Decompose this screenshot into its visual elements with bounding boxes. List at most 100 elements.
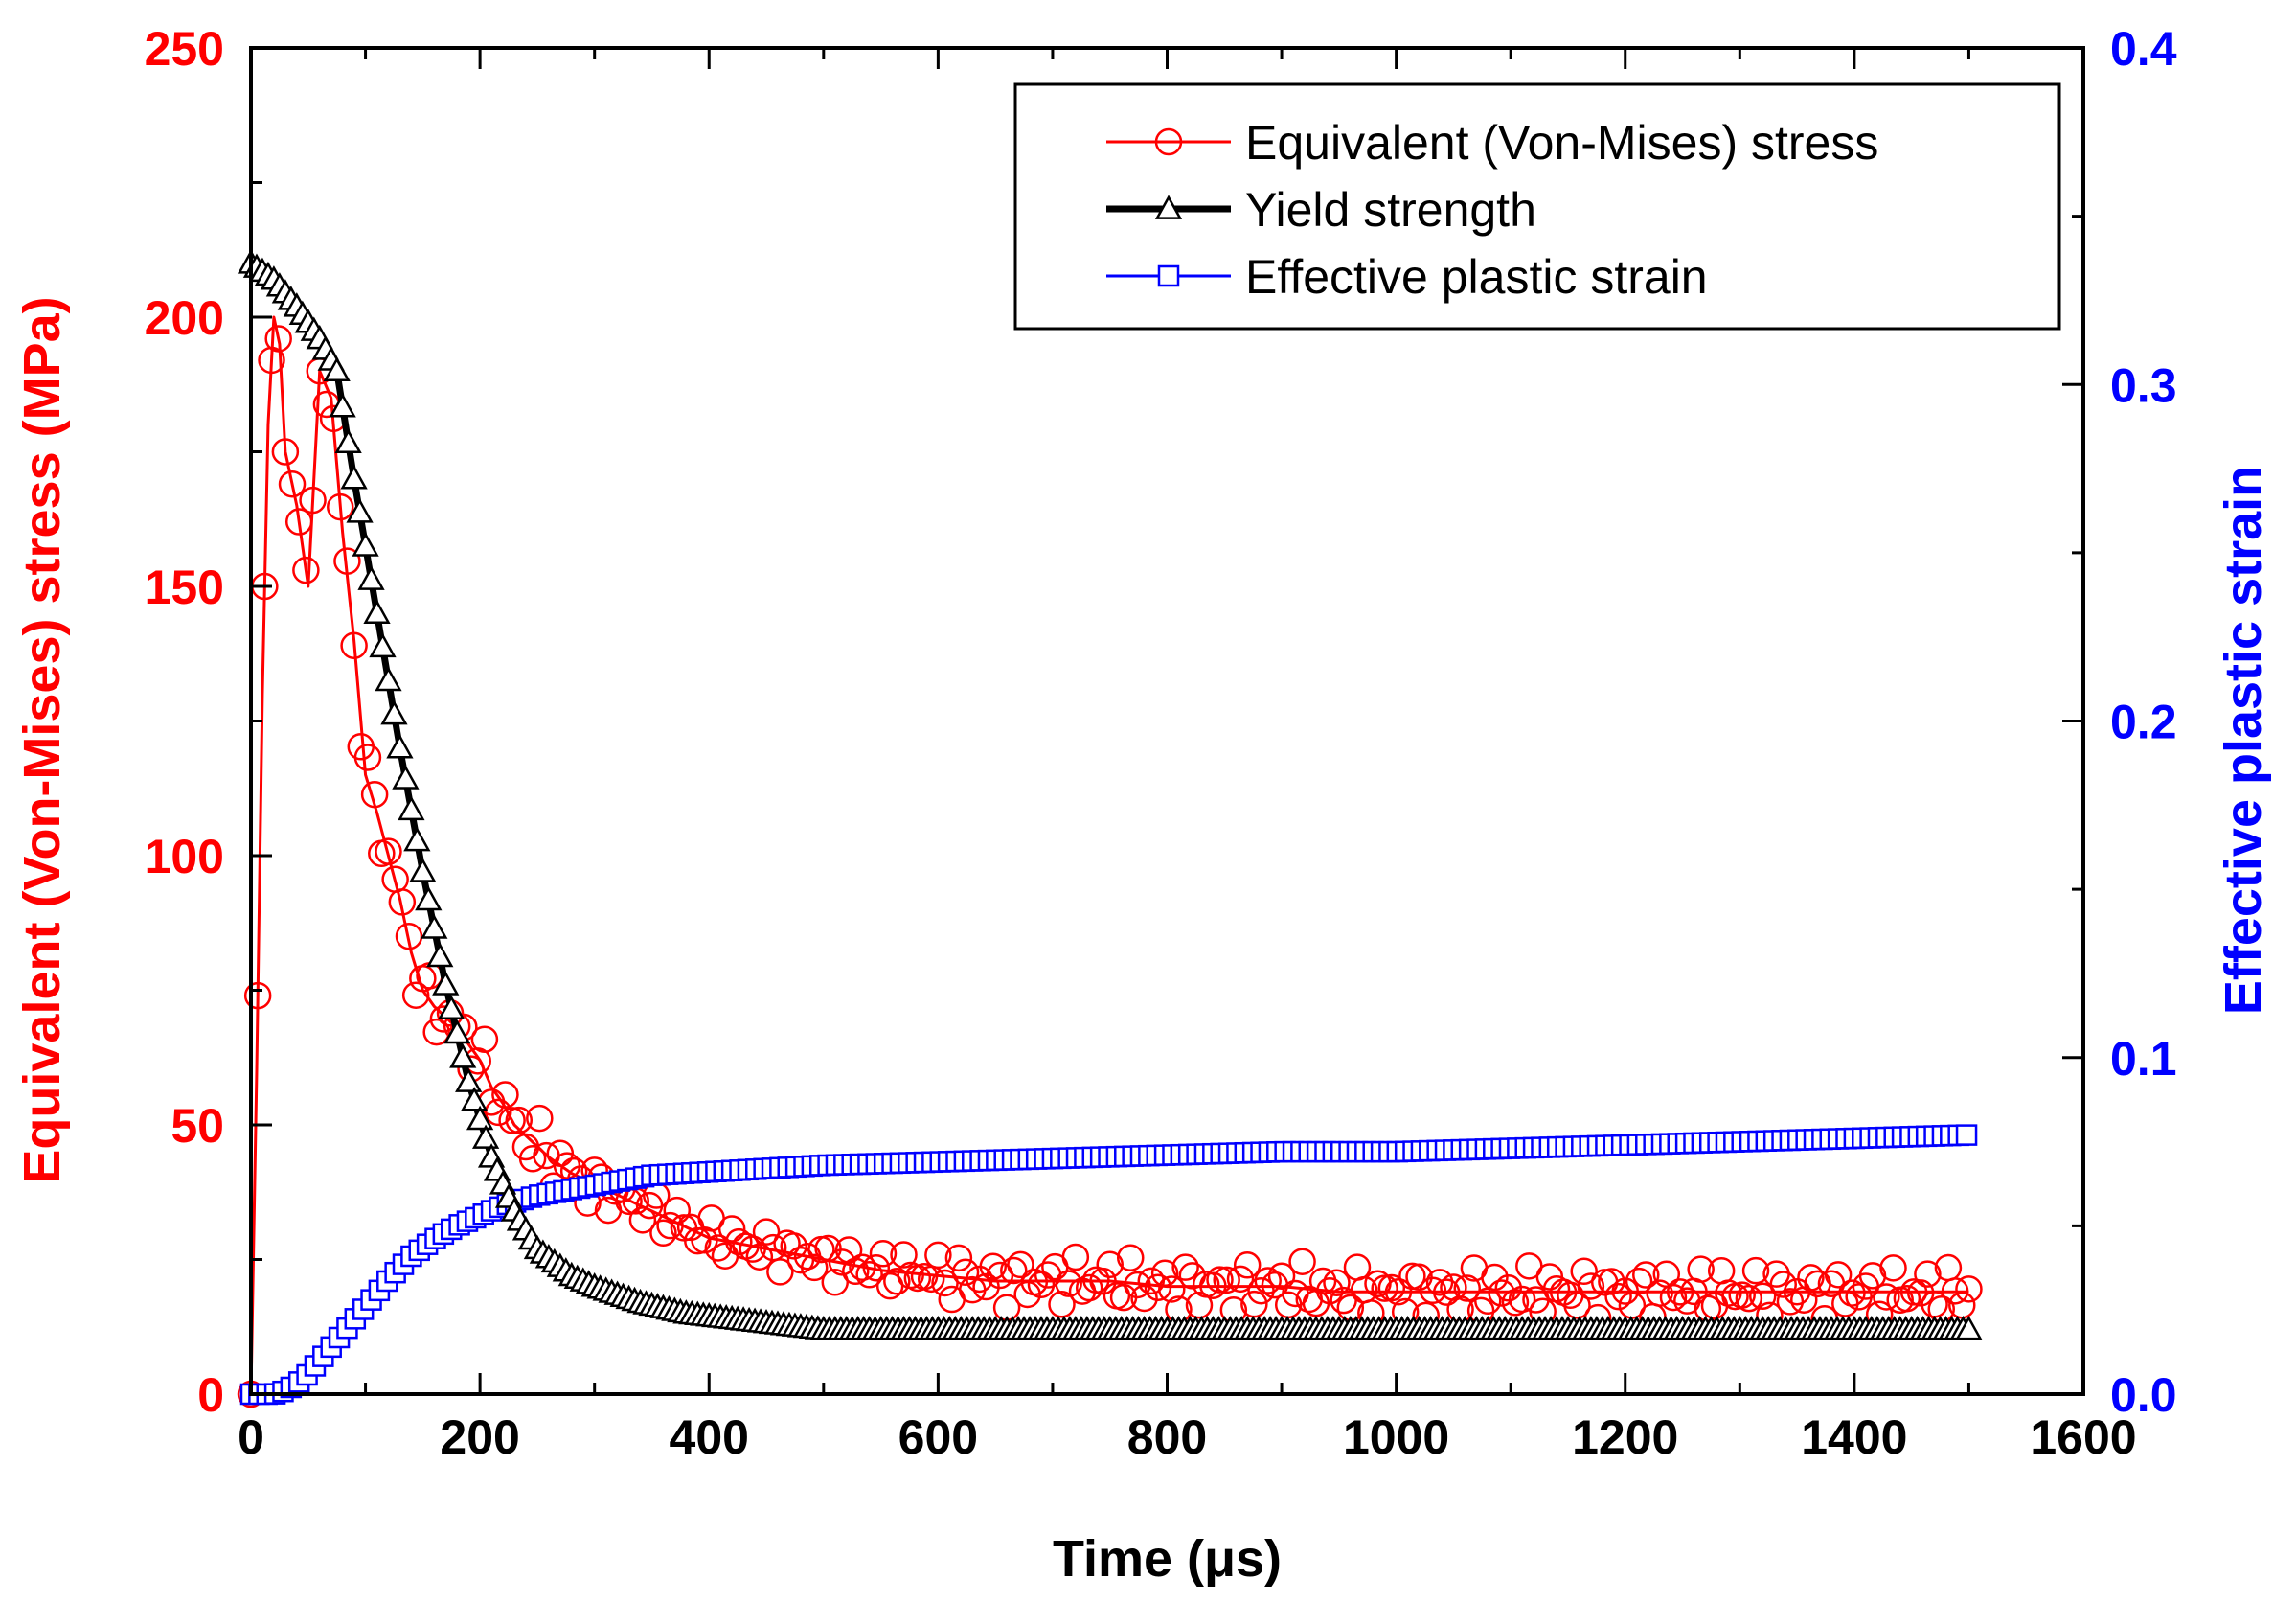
- data-point: [426, 942, 454, 968]
- data-point: [1055, 1270, 1082, 1297]
- data-point: [471, 1124, 500, 1149]
- data-point: [1116, 1244, 1145, 1271]
- data-point: [526, 1104, 554, 1133]
- data-point: [518, 1145, 547, 1173]
- x-tick-label: 0: [238, 1410, 264, 1464]
- data-point: [1075, 1273, 1103, 1302]
- data-point: [1577, 1272, 1605, 1300]
- y-axis-right-title: Effective plastic strain: [2215, 466, 2272, 1015]
- data-point: [1267, 1262, 1296, 1291]
- data-point: [353, 744, 382, 771]
- x-axis-title: Time (μs): [1053, 1530, 1282, 1588]
- data-point: [375, 837, 402, 865]
- data-point: [395, 922, 423, 950]
- data-point: [800, 1253, 829, 1282]
- data-point: [1124, 1271, 1151, 1299]
- legend-marker: [1154, 195, 1183, 219]
- data-point: [663, 1196, 692, 1225]
- y-left-tick-label: 100: [145, 830, 224, 883]
- data-point: [1144, 1273, 1172, 1301]
- data-point: [1343, 1253, 1372, 1281]
- data-point: [491, 1081, 519, 1109]
- data-point: [649, 1219, 677, 1248]
- data-point: [292, 556, 320, 584]
- x-tick-label: 400: [670, 1410, 749, 1464]
- data-point: [1213, 1266, 1240, 1294]
- data-point: [890, 1241, 918, 1269]
- data-point: [1096, 1250, 1124, 1279]
- data-point: [1481, 1263, 1509, 1292]
- data-point: [1673, 1287, 1701, 1315]
- data-point: [814, 1234, 842, 1263]
- data-point: [1288, 1248, 1316, 1275]
- data-point: [717, 1215, 746, 1243]
- legend: Equivalent (Von-Mises) stress Yield stre…: [1013, 82, 2061, 331]
- data-point: [1240, 1290, 1268, 1318]
- y-left-tick-label: 50: [170, 1099, 224, 1153]
- series-line: [248, 260, 1969, 1334]
- y-right-tick-label: 0.4: [2110, 22, 2177, 76]
- data-point: [1659, 1283, 1688, 1312]
- legend-symbol-strain: [1106, 264, 1231, 287]
- data-point: [505, 1106, 534, 1134]
- data-point: [1941, 1277, 1969, 1305]
- data-point: [1432, 1278, 1461, 1306]
- data-point: [944, 1244, 973, 1272]
- data-point: [1371, 1274, 1398, 1302]
- data-point: [1316, 1276, 1344, 1305]
- data-point: [278, 469, 307, 498]
- y-left-tick-label: 150: [145, 561, 224, 614]
- legend-label-strain: Effective plastic strain: [1245, 250, 1708, 304]
- data-point: [780, 1232, 807, 1260]
- data-point: [1735, 1284, 1763, 1313]
- data-point: [1824, 1261, 1853, 1289]
- data-point: [1955, 1315, 1983, 1340]
- data-point: [1741, 1256, 1770, 1285]
- data-point: [401, 981, 430, 1009]
- data-point: [1007, 1250, 1034, 1279]
- data-point: [1199, 1271, 1227, 1299]
- data-point: [1377, 1273, 1406, 1302]
- data-point: [333, 547, 361, 575]
- legend-symbol-stress: [1106, 127, 1231, 156]
- y-axis-left-title: Equivalent (Von-Mises) stress (MPa): [13, 296, 71, 1183]
- data-point: [1323, 1269, 1351, 1297]
- legend-label-yield: Yield strength: [1245, 183, 1536, 237]
- data-point: [386, 734, 414, 759]
- data-point: [1563, 1292, 1591, 1319]
- data-point: [340, 465, 368, 490]
- data-point: [628, 1206, 657, 1234]
- data-point: [849, 1253, 876, 1282]
- legend-marker: [1154, 127, 1183, 156]
- data-point: [392, 765, 420, 790]
- data-point: [327, 492, 354, 521]
- data-point: [388, 888, 417, 916]
- data-point: [243, 981, 272, 1010]
- data-point: [1226, 1265, 1255, 1294]
- data-point: [398, 795, 425, 821]
- data-point: [1955, 1275, 1983, 1303]
- data-point: [842, 1257, 870, 1286]
- data-point: [346, 498, 374, 523]
- data-point: [1611, 1277, 1639, 1305]
- data-point: [979, 1252, 1008, 1280]
- y-right-tick-label: 0.1: [2110, 1032, 2177, 1086]
- data-point: [461, 1087, 489, 1111]
- data-point: [1061, 1243, 1090, 1271]
- data-point: [1233, 1251, 1262, 1279]
- data-point: [357, 565, 385, 590]
- data-point: [1666, 1278, 1694, 1306]
- data-point: [271, 438, 300, 466]
- data-point: [1646, 1279, 1673, 1307]
- x-tick-label: 1400: [1801, 1410, 1907, 1464]
- data-point: [1598, 1268, 1625, 1295]
- legend-marker: [1157, 264, 1180, 287]
- data-point: [403, 826, 431, 852]
- data-point: [369, 632, 397, 658]
- y-left-tick-label: 0: [197, 1368, 224, 1422]
- legend-label-stress: Equivalent (Von-Mises) stress: [1245, 116, 1878, 170]
- data-point: [1879, 1254, 1907, 1282]
- data-point: [704, 1234, 733, 1262]
- data-point: [725, 1227, 753, 1256]
